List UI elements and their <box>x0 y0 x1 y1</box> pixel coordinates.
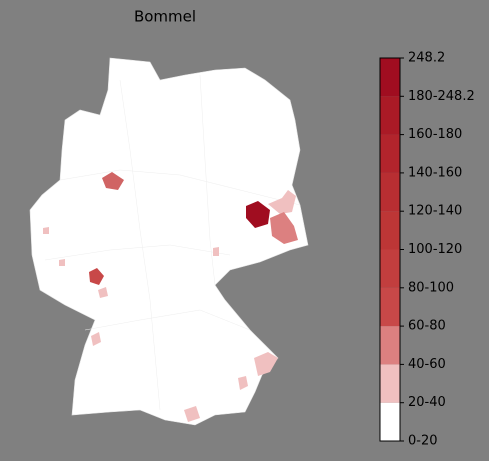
colorbar-segment <box>380 364 400 403</box>
region <box>98 287 108 298</box>
region <box>184 406 200 422</box>
colorbar-label: 120-140 <box>408 204 462 219</box>
colorbar-label: 80-100 <box>408 280 454 295</box>
region <box>254 352 278 376</box>
colorbar-segment <box>380 172 400 212</box>
country-outline <box>29 57 309 426</box>
colorbar-label: 20-40 <box>408 395 446 410</box>
colorbar-label: 60-80 <box>408 319 446 334</box>
germany-map <box>29 57 309 426</box>
region <box>270 212 298 244</box>
region <box>102 172 124 190</box>
map-title: Bommel <box>134 8 196 26</box>
region <box>43 227 49 234</box>
colorbar-segment <box>380 96 400 135</box>
region <box>213 247 219 256</box>
region <box>59 259 65 266</box>
colorbar-label: 140-160 <box>408 165 462 180</box>
colorbar-label: 160-180 <box>408 127 462 142</box>
colorbar-segment <box>380 134 400 173</box>
colorbar-segment <box>380 58 400 97</box>
colorbar: 0-20 20-40 40-60 60-80 80-100 100-120 120-140 1… <box>379 51 475 449</box>
colorbar-segment <box>380 211 400 250</box>
region <box>246 201 270 228</box>
region <box>268 190 296 214</box>
colorbar-label: 0-20 <box>408 434 438 449</box>
district-borders <box>44 74 301 411</box>
region <box>89 268 104 285</box>
colorbar-segment <box>380 287 400 327</box>
region <box>238 376 248 390</box>
colorbar-label: 180-248.2 <box>408 89 475 104</box>
region <box>91 332 101 346</box>
colorbar-label: 100-120 <box>408 242 462 257</box>
colorbar-segment <box>380 326 400 365</box>
colorbar-label: 40-60 <box>408 357 446 372</box>
colorbar-segment <box>380 249 400 288</box>
colorbar-segment <box>380 402 400 441</box>
colorbar-label: 248.2 <box>408 51 445 66</box>
